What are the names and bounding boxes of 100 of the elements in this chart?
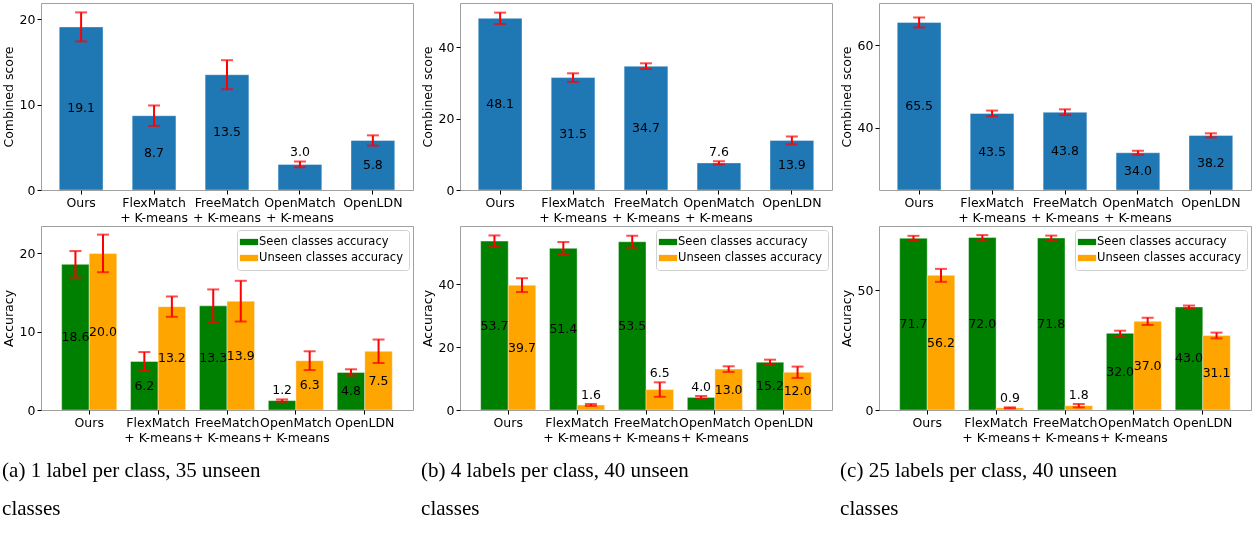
x-tick-label: OpenMatch + K-means bbox=[683, 194, 755, 225]
x-tick-label: FlexMatch + K-means bbox=[962, 414, 1031, 445]
text: (b) 4 labels per class, 40 unseen classes bbox=[421, 457, 690, 520]
data-label: 31.5 bbox=[559, 125, 587, 141]
bar bbox=[277, 163, 323, 190]
x-tick-label: OpenLDN bbox=[762, 194, 822, 210]
x-tick-label: Ours bbox=[485, 194, 515, 210]
y-tick-label: 20 bbox=[438, 111, 455, 127]
bar bbox=[696, 162, 742, 190]
data-label: 65.5 bbox=[905, 98, 934, 114]
x-tick-label: Ours bbox=[912, 414, 942, 430]
x-tick-label: FreeMatch + K-means bbox=[1031, 414, 1099, 445]
data-label: 6.2 bbox=[134, 377, 155, 393]
y-tick-label: 40 bbox=[857, 120, 874, 136]
data-label: 37.0 bbox=[1133, 357, 1162, 373]
data-label: 53.7 bbox=[480, 317, 509, 333]
x-tick-label: OpenMatch + K-means bbox=[260, 414, 332, 445]
data-label: 48.1 bbox=[486, 96, 515, 112]
data-label: 71.8 bbox=[1037, 315, 1066, 331]
text: (c) 25 labels per class, 40 unseen classes bbox=[840, 457, 1118, 520]
legend-label: Unseen classes accuracy bbox=[259, 250, 404, 264]
data-label: 31.1 bbox=[1202, 364, 1231, 380]
data-label: 43.8 bbox=[1051, 143, 1079, 159]
y-tick-label: 40 bbox=[438, 276, 455, 292]
data-label: 13.9 bbox=[777, 157, 806, 173]
data-label: 71.7 bbox=[899, 316, 928, 332]
y-axis-title: Combined score bbox=[419, 46, 435, 148]
data-label: 34.0 bbox=[1124, 163, 1152, 179]
y-tick-label: 60 bbox=[857, 37, 874, 53]
y-axis-title: Combined score bbox=[838, 46, 854, 148]
data-label: 1.6 bbox=[580, 387, 601, 403]
y-axis-title: Combined score bbox=[0, 46, 16, 148]
x-tick-label: Ours bbox=[66, 194, 96, 210]
x-tick-label: OpenLDN bbox=[754, 414, 814, 430]
data-label: 13.3 bbox=[199, 349, 228, 365]
legend-label: Seen classes accuracy bbox=[678, 234, 808, 248]
x-tick-label: OpenLDN bbox=[343, 194, 403, 210]
x-tick-label: FreeMatch + K-means bbox=[612, 194, 680, 225]
y-tick-label: 20 bbox=[438, 339, 455, 355]
y-tick-label: 20 bbox=[19, 11, 36, 27]
legend-label: Seen classes accuracy bbox=[1097, 234, 1227, 248]
x-tick-label: FlexMatch + K-means bbox=[539, 194, 607, 225]
x-tick-label: OpenLDN bbox=[335, 414, 395, 430]
y-tick-label: 0 bbox=[865, 402, 874, 418]
x-tick-label: FreeMatch + K-means bbox=[193, 414, 261, 445]
data-label: 12.0 bbox=[783, 383, 812, 399]
x-tick-label: OpenMatch + K-means bbox=[264, 194, 336, 225]
y-tick-label: 0 bbox=[27, 182, 36, 198]
x-tick-label: FreeMatch + K-means bbox=[193, 194, 261, 225]
bar bbox=[350, 139, 396, 190]
bar bbox=[58, 26, 104, 190]
data-label: 15.2 bbox=[756, 378, 784, 394]
x-tick-label: OpenMatch + K-means bbox=[1098, 414, 1170, 445]
legend-label: Unseen classes accuracy bbox=[678, 250, 823, 264]
bar bbox=[623, 65, 669, 190]
data-label: 13.0 bbox=[714, 381, 743, 397]
data-label: 72.0 bbox=[968, 315, 997, 331]
y-tick-label: 0 bbox=[446, 402, 455, 418]
data-label: 7.5 bbox=[368, 372, 389, 388]
y-axis-title: Accuracy bbox=[0, 289, 16, 348]
y-axis-title: Accuracy bbox=[838, 289, 854, 348]
bar bbox=[550, 77, 596, 190]
y-tick-label: 20 bbox=[19, 245, 36, 261]
legend-label: Unseen classes accuracy bbox=[1097, 250, 1242, 264]
text: (a) 1 label per class, 35 unseen classes bbox=[2, 457, 261, 520]
x-tick-label: OpenMatch + K-means bbox=[679, 414, 751, 445]
x-tick-label: OpenMatch + K-means bbox=[1102, 194, 1174, 225]
y-tick-label: 10 bbox=[19, 97, 36, 113]
data-label: 18.6 bbox=[61, 329, 90, 345]
data-label: 38.2 bbox=[1196, 154, 1225, 170]
data-label: 13.5 bbox=[213, 124, 241, 140]
data-label: 5.8 bbox=[362, 157, 383, 173]
x-tick-label: FreeMatch + K-means bbox=[612, 414, 680, 445]
y-tick-label: 40 bbox=[438, 39, 455, 55]
data-label: 13.2 bbox=[157, 350, 186, 366]
data-label: 34.7 bbox=[632, 120, 660, 136]
legend-label: Seen classes accuracy bbox=[259, 234, 389, 248]
y-axis-title: Accuracy bbox=[419, 289, 435, 348]
x-tick-label: Ours bbox=[904, 194, 934, 210]
x-tick-label: OpenLDN bbox=[1181, 194, 1241, 210]
data-label: 0.9 bbox=[999, 390, 1020, 406]
x-tick-label: FlexMatch + K-means bbox=[120, 194, 188, 225]
data-label: 43.5 bbox=[978, 143, 1006, 159]
data-label: 53.5 bbox=[618, 317, 647, 333]
x-tick-label: Ours bbox=[74, 414, 104, 430]
x-tick-label: Ours bbox=[493, 414, 523, 430]
data-label: 1.8 bbox=[1068, 387, 1089, 403]
bar bbox=[204, 74, 250, 190]
data-label: 56.2 bbox=[927, 334, 955, 350]
x-tick-label: FlexMatch + K-means bbox=[958, 194, 1026, 225]
data-label: 13.9 bbox=[226, 347, 255, 363]
data-label: 20.0 bbox=[89, 323, 117, 339]
data-label: 51.4 bbox=[549, 321, 578, 337]
x-tick-label: FlexMatch + K-means bbox=[124, 414, 193, 445]
data-label: 6.5 bbox=[649, 365, 670, 381]
y-tick-label: 0 bbox=[446, 182, 455, 198]
data-label: 39.7 bbox=[508, 339, 536, 355]
data-label: 19.1 bbox=[67, 100, 96, 116]
data-label: 1.2 bbox=[272, 382, 293, 398]
bar bbox=[477, 17, 523, 190]
